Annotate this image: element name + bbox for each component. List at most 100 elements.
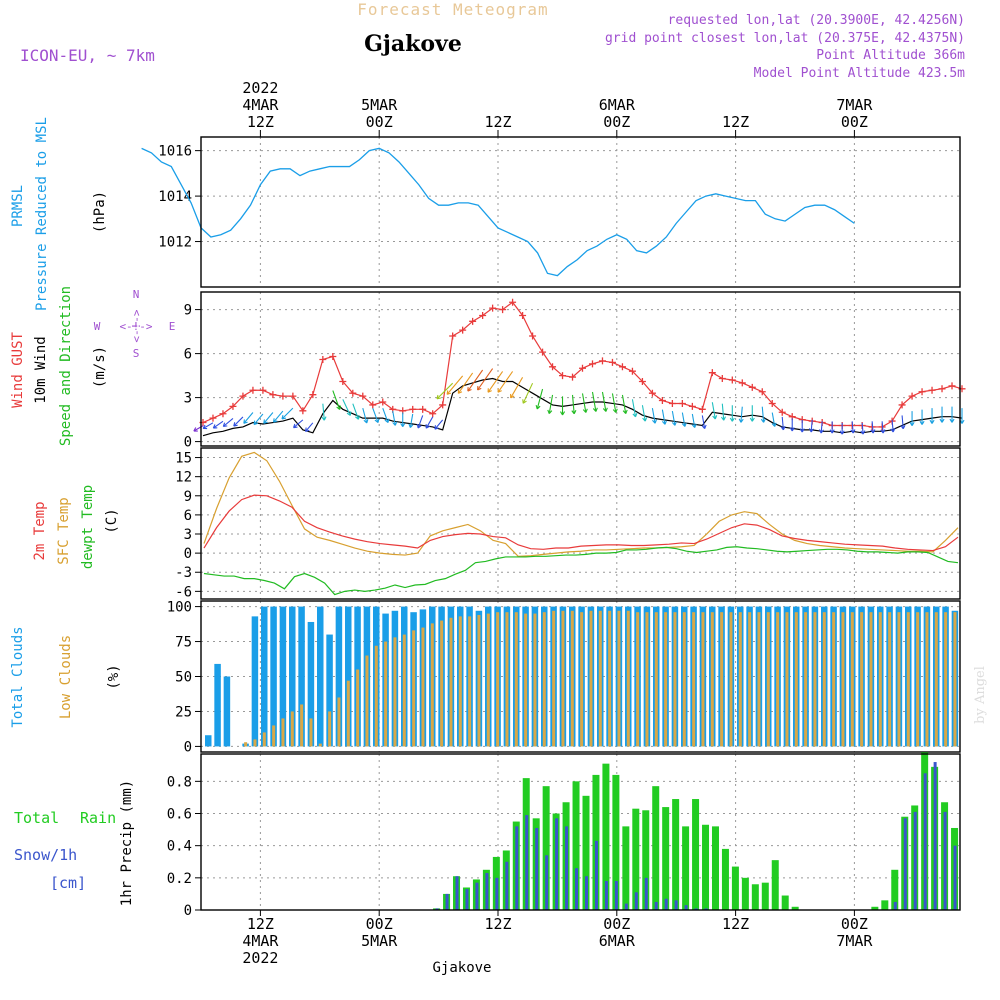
prmsl-sublabel: Pressure Reduced to MSL <box>34 117 50 311</box>
snow-bar <box>555 818 559 910</box>
low-cloud-bar <box>300 704 304 747</box>
total-cloud-bar <box>317 606 324 747</box>
temp-panel-border <box>200 447 961 600</box>
credit-watermark: by Angel <box>973 666 988 724</box>
plot-area: 1012101410160369-6-303691215025507510000… <box>141 79 966 967</box>
low-cloud-bar <box>496 612 500 747</box>
rain-bar <box>652 786 660 910</box>
wind-direction-arrow <box>909 411 915 426</box>
total-cloud-bar <box>223 676 231 747</box>
compass-e: E <box>169 320 176 333</box>
snow-bar <box>495 877 499 910</box>
snow-unit: [cm] <box>50 874 86 892</box>
low-cloud-bar <box>766 612 770 747</box>
precip-ytick-label: 0.4 <box>167 839 192 855</box>
wind-direction-arrow <box>789 418 795 432</box>
wind-gust-marker <box>409 405 417 413</box>
low-cloud-bar <box>244 742 248 747</box>
total-cloud-bar <box>270 606 277 747</box>
wind-gust-marker <box>758 388 766 396</box>
low-cloud-bar <box>757 612 761 747</box>
wind-ytick-label: 9 <box>184 303 192 319</box>
rain-bar <box>672 799 680 910</box>
wind-direction-arrow <box>559 396 566 416</box>
low-cloud-bar <box>346 680 350 747</box>
bottom-time-label: 00Z <box>366 915 393 933</box>
low-cloud-bar <box>524 613 528 747</box>
location-title: Gjakove <box>364 31 462 57</box>
temp-ytick-label: 0 <box>184 546 192 562</box>
wind-gust-marker <box>229 402 237 410</box>
compass-n: N <box>133 288 140 301</box>
low-cloud-bar <box>878 612 882 747</box>
wind-direction-arrow <box>362 407 369 424</box>
low-cloud-bar <box>934 612 938 747</box>
low-cloud-bar <box>832 612 836 747</box>
cloud-ytick-label: 75 <box>175 635 192 651</box>
wind-gust-marker <box>579 364 586 372</box>
snow-bar <box>614 881 618 910</box>
low-cloud-bar <box>822 612 826 747</box>
temp-ytick-label: 6 <box>184 508 192 524</box>
wind-gust-marker <box>249 386 257 394</box>
snow-bar <box>674 900 678 910</box>
wind-gust-marker <box>209 414 217 422</box>
wind-direction-arrow <box>681 412 687 427</box>
low-cloud-bar <box>608 610 612 747</box>
snow-bar <box>604 881 608 910</box>
precip-unit: 1hr Precip (mm) <box>119 780 135 906</box>
low-cloud-bar <box>645 612 649 747</box>
temp-ytick-label: 9 <box>184 489 192 505</box>
wind-direction-arrow <box>535 388 544 410</box>
rain-bar <box>692 799 700 910</box>
snow-bar <box>515 826 519 910</box>
bottom-time-label: 12Z <box>484 915 511 933</box>
snow-bar <box>634 892 638 910</box>
low-cloud-bar <box>505 612 509 747</box>
wind-direction-arrow <box>949 406 955 423</box>
product-title: Forecast Meteogram <box>357 0 548 19</box>
precip-panel-border <box>200 753 961 911</box>
precip-ytick-label: 0.2 <box>167 871 192 887</box>
low-cloud-bar <box>337 697 341 747</box>
low-cloud-bar <box>486 613 490 747</box>
wind-direction-arrow <box>497 371 514 393</box>
total-cloud-bar <box>251 616 259 747</box>
wind-gust-marker <box>259 386 267 394</box>
pressure-series-line <box>141 147 855 277</box>
wind-gust-marker <box>459 326 467 334</box>
top-time-label: 5MAR <box>361 96 398 114</box>
low-cloud-bar <box>412 630 416 747</box>
temp-2m-label: 2m Temp <box>32 501 48 560</box>
rain-bar <box>761 882 769 910</box>
wind-direction-arrow <box>522 382 534 404</box>
rain-label: Rain <box>80 809 116 827</box>
low-cloud-bar <box>356 669 360 747</box>
wind-gust-marker <box>339 377 347 385</box>
wind-gust-marker <box>948 382 956 390</box>
low-cloud-bar <box>617 610 621 747</box>
wind-direction-arrow <box>611 393 618 413</box>
low-cloud-bar <box>458 616 462 747</box>
snow-bar <box>465 889 469 910</box>
top-time-label: 12Z <box>722 113 749 131</box>
wind-gust-marker <box>449 332 457 340</box>
rain-bar <box>702 824 710 910</box>
wind-direction-arrow <box>352 403 360 420</box>
wind-gust-marker <box>439 401 447 409</box>
rain-bar <box>881 900 889 910</box>
wind-direction-arrow <box>939 406 945 423</box>
wind-gust-marker <box>588 360 596 368</box>
pressure-ytick-label: 1016 <box>158 144 192 160</box>
wind-gust-marker <box>778 408 786 416</box>
low-cloud-bar <box>860 612 864 747</box>
rain-bar <box>871 906 879 910</box>
wind-gust-marker <box>219 410 227 418</box>
low-cloud-bar <box>589 610 593 747</box>
low-cloud-bar <box>841 612 845 747</box>
total-cloud-bar <box>335 606 343 747</box>
wind-direction-arrow <box>860 422 866 435</box>
wind-panel-labels: Wind GUST 10m Wind Speed and Direction (… <box>10 286 175 446</box>
snow-bar <box>594 840 598 910</box>
